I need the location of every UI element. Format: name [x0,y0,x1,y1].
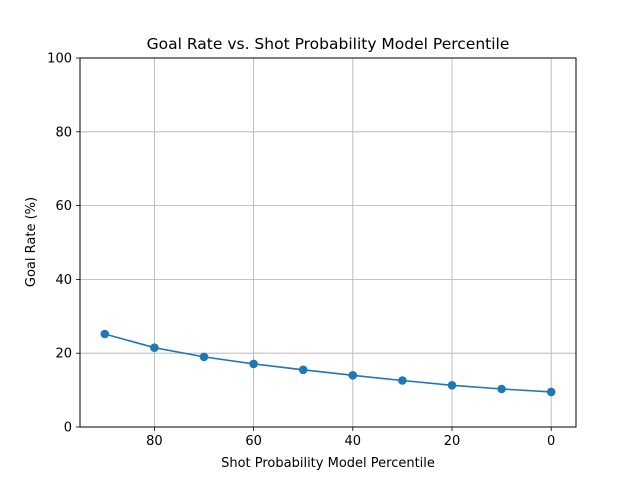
series-line [104,333,552,393]
x-tick-label: 0 [547,434,555,449]
data-point [298,365,308,375]
y-tick-label: 80 [55,125,72,140]
y-tick-label: 0 [64,421,72,436]
y-tick-label: 20 [55,347,72,362]
chart-title: Goal Rate vs. Shot Probability Model Per… [147,35,510,53]
x-tick-label: 60 [245,434,262,449]
x-tick-label: 80 [146,434,163,449]
y-axis-ticks: 0 20 40 60 80 100 [47,52,80,436]
x-tick-label: 40 [345,434,362,449]
y-tick-label: 40 [55,273,72,288]
series-goal-rate [100,329,556,397]
data-point [497,384,506,394]
x-tick-label: 20 [444,434,461,449]
y-axis-title: Goal Rate (%) [24,197,39,287]
data-point [348,371,358,380]
plot-frame [79,57,577,428]
grid-lines [80,57,576,428]
y-tick-label: 60 [55,199,72,214]
y-tick-label: 100 [47,52,72,67]
data-point [546,387,556,397]
x-axis-ticks: 80 60 40 20 0 [146,427,555,449]
data-point [249,359,258,369]
data-point [100,329,110,339]
data-point [150,343,159,352]
data-point [447,381,457,390]
x-axis-title: Shot Probability Model Percentile [221,456,435,471]
data-point [398,376,407,385]
data-point [199,352,209,362]
